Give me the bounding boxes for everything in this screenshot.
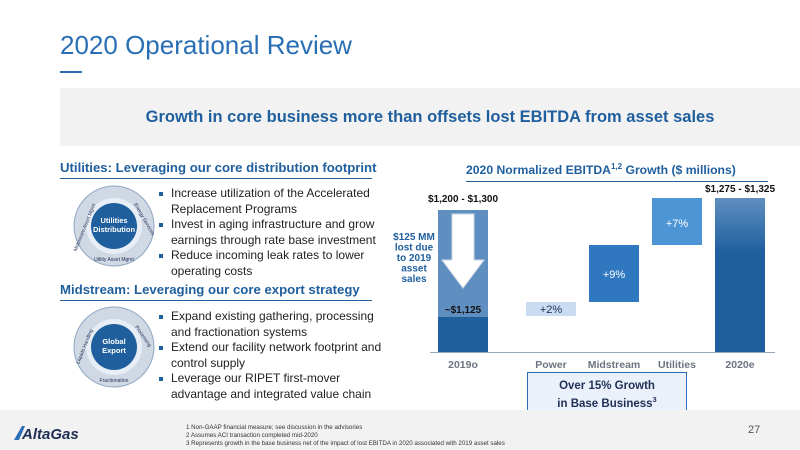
x-tick-label: Power bbox=[535, 359, 567, 371]
x-tick-label: Utilities bbox=[658, 359, 696, 371]
callout-line-1: Over 15% Growth bbox=[559, 380, 655, 392]
svg-text:AltaGas: AltaGas bbox=[21, 426, 79, 443]
midstream-ring-label-bottom: Fractionation bbox=[100, 378, 129, 384]
bar-utilities bbox=[652, 198, 702, 245]
headline-text: Growth in core business more than offset… bbox=[145, 108, 715, 126]
midstream-bullet: Leverage our RIPET first-mover advantage… bbox=[159, 371, 389, 402]
bar-2020e bbox=[715, 198, 765, 352]
bar-2019-base bbox=[438, 317, 488, 352]
midstream-ring-center-2: Export bbox=[102, 346, 126, 355]
chart-title-suffix: Growth ($ millions) bbox=[622, 163, 736, 178]
midstream-bullet: Expand existing gathering, processing an… bbox=[159, 309, 389, 340]
chart-title: 2020 Normalized EBITDA1,2 Growth ($ mill… bbox=[466, 162, 736, 177]
lost-ebitda-annotation: $125 MM lost due to 2019 asset sales bbox=[393, 232, 435, 285]
utilities-bullet-list: Increase utilization of the Accelerated … bbox=[159, 186, 389, 279]
page-title: 2020 Operational Review bbox=[60, 30, 352, 60]
midstream-heading-rule bbox=[60, 300, 372, 301]
footnotes: 1 Non-GAAP financial measure; see discus… bbox=[186, 424, 505, 448]
bar-power bbox=[526, 302, 576, 316]
bar-2019-base-label: ~$1,125 bbox=[445, 305, 482, 316]
callout-line-2: in Base Business3 bbox=[528, 393, 686, 411]
midstream-heading: Midstream: Leveraging our core export st… bbox=[60, 282, 360, 297]
utilities-bullet: Increase utilization of the Accelerated … bbox=[159, 186, 389, 217]
bar-2020e-range-label: $1,275 - $1,325 bbox=[705, 184, 775, 195]
midstream-bullet-list: Expand existing gathering, processing an… bbox=[159, 309, 389, 402]
utilities-heading-rule bbox=[60, 178, 372, 179]
altagas-logo: AltaGas bbox=[14, 426, 79, 443]
lost-ebitda-arrow bbox=[441, 213, 485, 289]
x-tick-label: Midstream bbox=[588, 359, 641, 371]
chart-title-footnote: 1,2 bbox=[610, 162, 623, 171]
bar-midstream bbox=[589, 245, 639, 302]
utilities-ring-center-2: Distribution bbox=[93, 225, 135, 234]
x-tick-label: 2020e bbox=[725, 359, 754, 371]
bar-power-label: +2% bbox=[540, 304, 563, 316]
footnote-2: 2 Assumes ACI transaction completed mid-… bbox=[186, 432, 318, 439]
utilities-ring-center-1: Utilities bbox=[100, 216, 127, 225]
ebitda-waterfall-chart: $1,200 - $1,300 ~$1,125 $125 MM lost due to … bbox=[393, 184, 775, 371]
midstream-ring-center-1: Global bbox=[102, 337, 125, 346]
chart-title-text: 2020 Normalized EBITDA bbox=[466, 163, 611, 178]
callout-line-2-text: in Base Business bbox=[557, 397, 653, 410]
utilities-ring-label-bottom: Utility Asset Mgmt bbox=[94, 257, 134, 263]
x-tick-label: 2019o bbox=[448, 359, 478, 371]
utilities-bullet: Invest in aging infrastructure and grow … bbox=[159, 217, 389, 248]
utilities-bullet: Reduce incoming leak rates to lower oper… bbox=[159, 248, 389, 279]
growth-callout: Over 15% Growth in Base Business3 bbox=[527, 372, 687, 412]
headline-banner: Growth in core business more than offset… bbox=[60, 88, 800, 146]
midstream-bullet: Extend our facility network footprint an… bbox=[159, 340, 389, 371]
title-underline bbox=[60, 71, 82, 73]
page-number: 27 bbox=[748, 424, 761, 436]
bar-midstream-label: +9% bbox=[603, 269, 626, 281]
bar-utilities-label: +7% bbox=[666, 218, 689, 230]
footnote-3: 3 Represents growth in the base business… bbox=[186, 440, 505, 447]
footer-bar bbox=[0, 410, 800, 450]
callout-footnote: 3 bbox=[652, 395, 657, 404]
midstream-ring-graphic: Global Export Liquids Handling Processin… bbox=[73, 306, 155, 388]
footnote-1: 1 Non-GAAP financial measure; see discus… bbox=[186, 424, 363, 431]
bar-2019-range-label: $1,200 - $1,300 bbox=[428, 194, 498, 205]
utilities-heading: Utilities: Leveraging our core distribut… bbox=[60, 160, 377, 175]
utilities-ring-graphic: Utilities Distribution Midstream Asset M… bbox=[73, 185, 156, 267]
chart-title-rule bbox=[466, 181, 768, 182]
